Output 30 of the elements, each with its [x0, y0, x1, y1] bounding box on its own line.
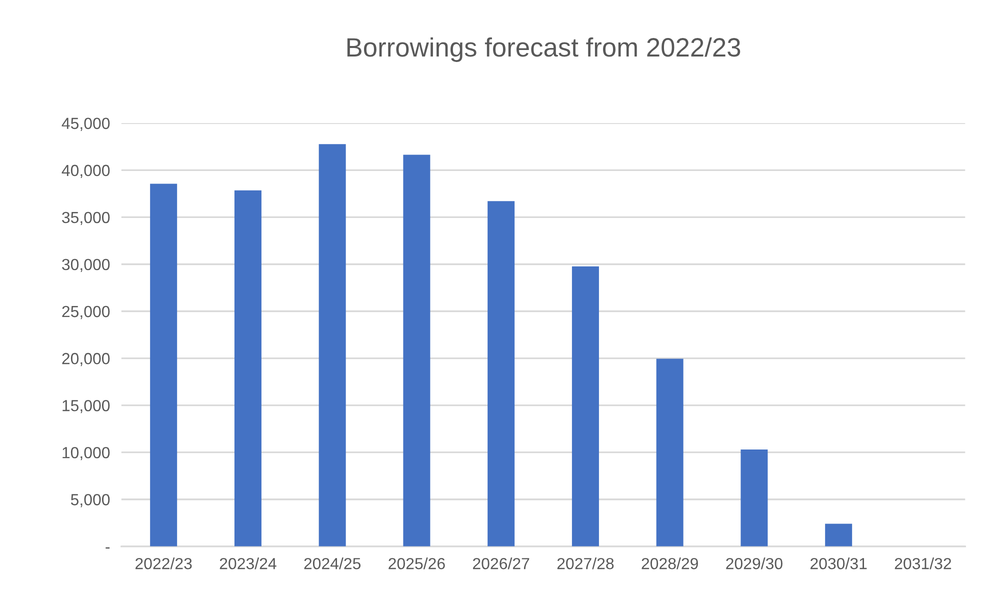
- bar: [150, 184, 178, 546]
- y-tick-label: -: [106, 547, 110, 549]
- bar: [572, 266, 599, 546]
- bar: [403, 154, 430, 546]
- x-tick-label: 2023/24: [220, 558, 276, 570]
- x-tick-label: 2026/27: [473, 558, 530, 570]
- y-tick-label: 45,000: [62, 118, 110, 131]
- bar: [488, 201, 515, 546]
- y-tick-label: 15,000: [62, 400, 110, 414]
- x-tick-label: 2025/26: [388, 558, 445, 570]
- x-tick-label: 2030/31: [810, 558, 867, 570]
- bar: [656, 358, 684, 546]
- x-tick-label: 2028/29: [642, 558, 698, 570]
- x-tick-label: 2031/32: [894, 558, 952, 570]
- chart-title: Borrowings forecast from 2022/23: [347, 37, 740, 62]
- x-tick-label: 2022/23: [136, 558, 192, 570]
- y-tick-label: 35,000: [62, 212, 110, 226]
- y-tick-label: 25,000: [62, 306, 110, 320]
- bar: [318, 144, 346, 546]
- y-tick-label: 40,000: [62, 164, 110, 178]
- bar: [740, 449, 768, 546]
- x-tick-label: 2027/28: [557, 558, 614, 570]
- x-tick-label: 2029/30: [726, 558, 782, 570]
- y-tick-label: 20,000: [62, 352, 110, 366]
- bar: [825, 524, 852, 546]
- y-tick-label: 10,000: [62, 446, 110, 460]
- x-tick-label: 2024/25: [304, 558, 361, 570]
- bar: [234, 190, 262, 546]
- y-tick-label: 30,000: [62, 258, 110, 272]
- y-tick-label: 5,000: [70, 494, 110, 508]
